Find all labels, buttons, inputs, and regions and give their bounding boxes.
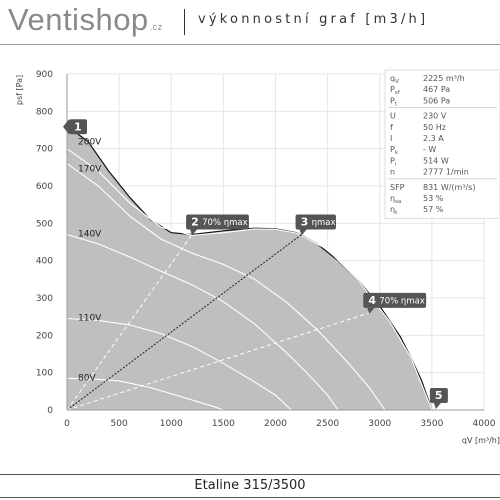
marker-1-pointer [63, 119, 69, 135]
y-axis-label: psf [Pa] [15, 75, 24, 105]
marker-4-pointer [367, 307, 375, 314]
x-tick-label: 4000 [473, 419, 496, 429]
y-tick-label: 100 [36, 369, 53, 379]
x-tick-label: 2000 [264, 419, 287, 429]
y-tick-label: 900 [36, 70, 53, 80]
info-box-frame [384, 69, 500, 219]
voltage-curve-140v [66, 233, 339, 411]
info-value: 53 % [423, 194, 444, 203]
info-value: 467 Pa [423, 85, 450, 94]
x-tick-label: 1500 [212, 419, 235, 429]
chart-axes: 0 500 1000 1500 2000 2500 3000 3500 400001002003… [15, 70, 500, 445]
info-symbol: I [390, 134, 392, 143]
info-symbol: Pk [390, 145, 399, 156]
voltage-label-140v: 140V [78, 230, 102, 240]
info-value: 57 % [423, 205, 444, 214]
ventishop-logo[interactable]: Ventishop.cz [8, 2, 163, 38]
marker-5-pointer [433, 403, 441, 409]
header-separator [184, 9, 185, 35]
marker-5-number: 5 [435, 389, 443, 402]
info-symbol: n [390, 168, 395, 177]
performance-chart: 0 500 1000 1500 2000 2500 3000 3500 400001002003… [15, 69, 500, 445]
logo-suffix: .cz [149, 22, 163, 32]
logo-text: Ventishop [8, 2, 149, 37]
header: Ventishop.cz výkonnostní graf [m3/h] [0, 0, 500, 45]
y-tick-label: 700 [36, 145, 53, 155]
info-value: 2.3 A [423, 134, 444, 143]
marker-3-badge [295, 214, 336, 230]
voltage-label-170v: 170V [78, 165, 102, 175]
page-title: výkonnostní graf [m3/h] [198, 12, 429, 27]
voltage-label-80v: 80V [78, 373, 96, 383]
info-symbol: f [390, 123, 393, 132]
info-symbol: qV [390, 74, 399, 85]
model-name: Etaline 315/3500 [194, 478, 306, 493]
x-tick-label: 2500 [316, 419, 339, 429]
x-tick-label: 3000 [368, 419, 391, 429]
info-symbol: Psf [390, 85, 401, 96]
marker-3-pointer [299, 229, 307, 236]
y-tick-label: 600 [36, 182, 53, 192]
info-symbol: ηt [390, 205, 398, 216]
info-symbol: ηsa [390, 194, 401, 205]
voltage-curve-80v [66, 377, 224, 411]
info-value: 50 Hz [423, 123, 446, 132]
info-box: qV 2225 m³/h Psf 467 Pa Pt 506 Pa U 230 V f 50 Hz… [384, 69, 500, 219]
x-tick-label: 500 [111, 419, 128, 429]
voltage-curves [66, 148, 433, 411]
y-tick-label: 0 [47, 406, 53, 416]
voltage-curve-200v [66, 148, 433, 411]
info-value: 831 W/(m³/s) [423, 183, 476, 192]
x-tick-label: 1000 [160, 419, 183, 429]
y-tick-label: 200 [36, 331, 53, 341]
voltage-label-200v: 200V [78, 138, 102, 148]
info-value: 2225 m³/h [423, 74, 465, 83]
marker-2-badge [186, 214, 249, 230]
x-axis-label: qV [m³/h] [462, 436, 500, 445]
y-tick-label: 500 [36, 219, 53, 229]
marker-2-label: 70% ηmax [202, 218, 248, 228]
efficiency-line-3 [66, 312, 370, 411]
marker-3-number: 3 [301, 216, 309, 229]
info-value: 230 V [423, 112, 447, 121]
marker-4-label: 70% ηmax [379, 296, 425, 306]
info-symbol: Pt [390, 96, 398, 107]
info-value: 2777 1/min [423, 168, 469, 177]
marker-4-number: 4 [368, 294, 376, 307]
info-value: 506 Pa [423, 96, 450, 105]
marker-5-badge [429, 388, 448, 403]
info-symbol: SFP [390, 183, 405, 192]
efficiency-line-1 [66, 234, 193, 411]
footer-divider [0, 474, 500, 475]
y-tick-label: 300 [36, 294, 53, 304]
info-value: 514 W [423, 156, 449, 165]
voltage-curve-110v [66, 317, 292, 411]
y-tick-label: 800 [36, 107, 53, 117]
info-symbol: Pi [390, 156, 397, 167]
x-tick-label: 0 [64, 419, 70, 429]
marker-1-badge [69, 119, 87, 135]
marker-4-badge [363, 292, 427, 308]
chart-envelope-area [66, 125, 433, 411]
curve-labels: 200V 170V 140V 110V 80V [78, 138, 102, 384]
marker-2-number: 2 [191, 216, 199, 229]
info-value: - W [423, 145, 436, 154]
marker-2-pointer [190, 229, 198, 236]
header-divider [0, 44, 500, 45]
footer-divider-bottom [0, 497, 500, 498]
marker-1-number: 1 [74, 120, 82, 133]
envelope-fill [67, 126, 432, 411]
voltage-curve-170v [66, 163, 386, 411]
info-symbol: U [390, 112, 396, 121]
voltage-label-110v: 110V [78, 314, 102, 324]
efficiency-lines [66, 234, 370, 411]
y-tick-label: 400 [36, 257, 53, 267]
marker-3-label: ηmax [312, 218, 336, 228]
x-tick-label: 3500 [420, 419, 443, 429]
